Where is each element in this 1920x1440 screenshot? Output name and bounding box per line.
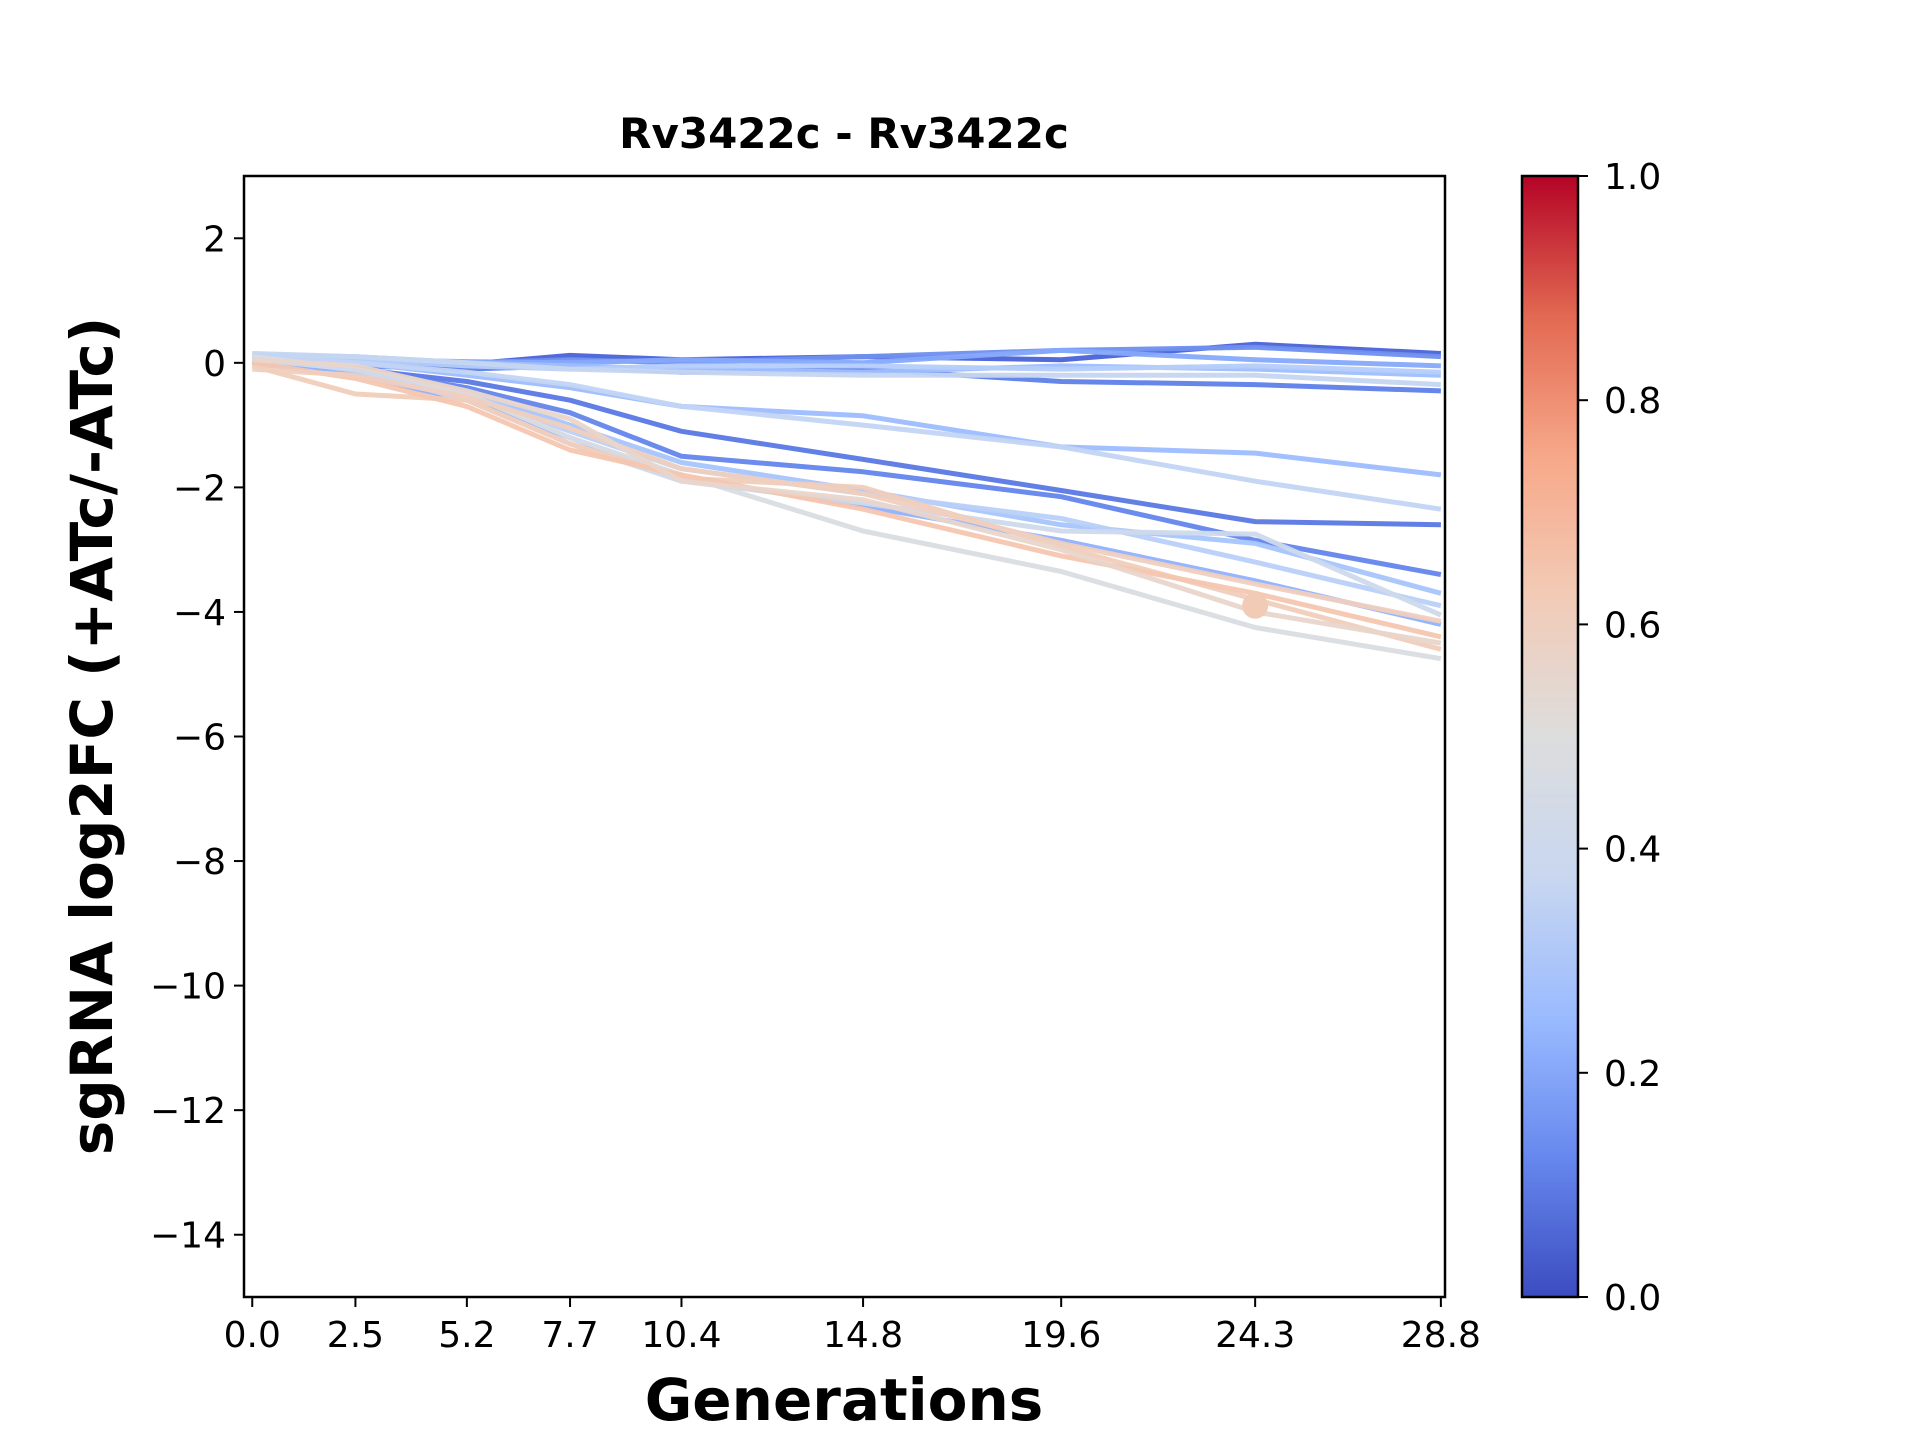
colorbar-tick-label: 0.6: [1604, 605, 1661, 646]
x-tick-label: 14.8: [823, 1315, 903, 1356]
series-line-18: [251, 360, 1442, 640]
colorbar-axis: 0.0 0.2 0.4 0.6 0.8 1.0: [1578, 157, 1661, 1319]
series-line-6: [252, 354, 1441, 375]
y-tick-label: 2: [203, 219, 226, 260]
series-layer: [251, 341, 1442, 662]
chart-title: Rv3422c - Rv3422c: [619, 109, 1069, 158]
y-axis-label: sgRNA log2FC (+ATc/-ATc): [58, 317, 126, 1155]
x-tick-label: 7.7: [541, 1315, 598, 1356]
colorbar-tick-label: 0.2: [1604, 1054, 1661, 1095]
series-line-7: [252, 351, 1442, 388]
series-line-19: [252, 366, 1442, 624]
series-line-20: [252, 357, 1442, 646]
y-tick-label: −6: [173, 718, 226, 759]
y-tick-label: −10: [150, 967, 226, 1008]
series-marker: [1242, 592, 1269, 619]
y-tick-label: −12: [150, 1091, 226, 1132]
colorbar: [1520, 174, 1580, 1299]
y-tick-label: −14: [150, 1216, 226, 1257]
x-tick-label: 10.4: [641, 1315, 721, 1356]
y-tick-label: −2: [173, 468, 226, 509]
x-tick-label: 24.3: [1215, 1315, 1295, 1356]
x-axis: 0.0 2.5 5.2 7.7 10.4 14.8 19.6 24.3 28.8: [224, 1297, 1481, 1356]
y-tick-label: −4: [173, 593, 226, 634]
x-axis-label: Generations: [645, 1366, 1044, 1434]
colorbar-tick-label: 0.0: [1604, 1278, 1661, 1319]
y-axis: 2 0 −2 −4 −6 −8 −10 −12 −14: [150, 219, 244, 1257]
x-tick-label: 2.5: [327, 1315, 384, 1356]
y-tick-label: 0: [203, 344, 226, 385]
colorbar-tick-label: 0.8: [1604, 381, 1661, 422]
x-tick-label: 5.2: [438, 1315, 495, 1356]
x-tick-label: 0.0: [224, 1315, 281, 1356]
y-tick-label: −8: [173, 842, 226, 883]
colorbar-tick-label: 0.4: [1604, 830, 1661, 871]
x-tick-label: 28.8: [1401, 1315, 1481, 1356]
series-line-10: [252, 354, 1442, 512]
x-tick-label: 19.6: [1021, 1315, 1101, 1356]
colorbar-tick-label: 1.0: [1604, 157, 1661, 198]
